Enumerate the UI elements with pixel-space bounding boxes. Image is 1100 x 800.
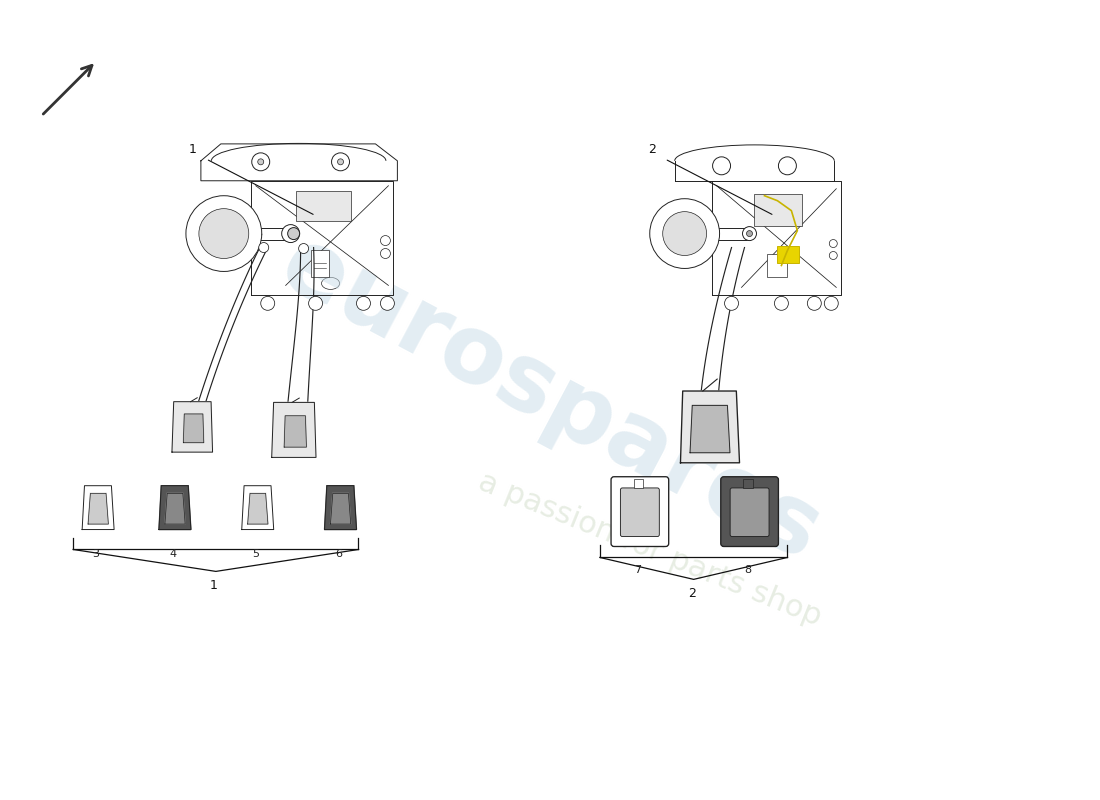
Text: 5: 5 [252,550,260,559]
Text: 2: 2 [688,587,695,600]
FancyBboxPatch shape [310,250,329,278]
Polygon shape [330,494,351,524]
Circle shape [356,296,371,310]
FancyBboxPatch shape [620,488,659,537]
Polygon shape [681,391,739,462]
FancyBboxPatch shape [778,246,800,263]
Circle shape [824,296,838,310]
Circle shape [186,196,262,271]
FancyBboxPatch shape [296,190,351,221]
Text: a passion for parts shop: a passion for parts shop [474,467,826,632]
Circle shape [331,153,350,170]
Circle shape [747,230,752,237]
Circle shape [725,296,738,310]
Text: 6: 6 [336,550,342,559]
Text: 1: 1 [210,579,218,592]
Circle shape [381,249,390,258]
Polygon shape [248,494,268,524]
Polygon shape [88,494,109,524]
Circle shape [199,209,249,258]
Polygon shape [172,402,212,452]
Circle shape [282,225,299,242]
Text: eurospares: eurospares [265,219,835,581]
Circle shape [381,296,395,310]
Circle shape [742,226,757,241]
Circle shape [774,296,789,310]
Circle shape [309,296,322,310]
Circle shape [662,212,706,255]
Circle shape [381,235,390,246]
Circle shape [807,296,822,310]
Circle shape [258,242,268,253]
FancyBboxPatch shape [744,478,754,488]
Polygon shape [184,414,204,442]
Circle shape [338,159,343,165]
Polygon shape [272,402,316,458]
Text: 7: 7 [635,566,641,575]
Text: 2: 2 [648,143,656,156]
FancyBboxPatch shape [720,477,779,546]
FancyBboxPatch shape [755,194,802,226]
Polygon shape [284,416,307,447]
Circle shape [713,157,730,174]
FancyBboxPatch shape [768,254,788,278]
Polygon shape [690,406,730,453]
Polygon shape [158,486,191,530]
FancyBboxPatch shape [730,488,769,537]
Polygon shape [324,486,356,530]
Text: 8: 8 [744,566,751,575]
Polygon shape [242,486,274,530]
Circle shape [252,153,270,170]
Circle shape [779,157,796,174]
Text: 1: 1 [189,143,197,156]
Circle shape [257,159,264,165]
Text: 3: 3 [92,550,100,559]
Polygon shape [82,486,114,530]
FancyBboxPatch shape [610,477,669,546]
Text: 4: 4 [169,550,176,559]
Circle shape [650,198,719,269]
Circle shape [288,228,299,239]
Circle shape [829,239,837,247]
Polygon shape [165,494,185,524]
FancyBboxPatch shape [634,478,643,488]
Circle shape [261,296,275,310]
Circle shape [298,243,309,254]
Circle shape [829,251,837,259]
